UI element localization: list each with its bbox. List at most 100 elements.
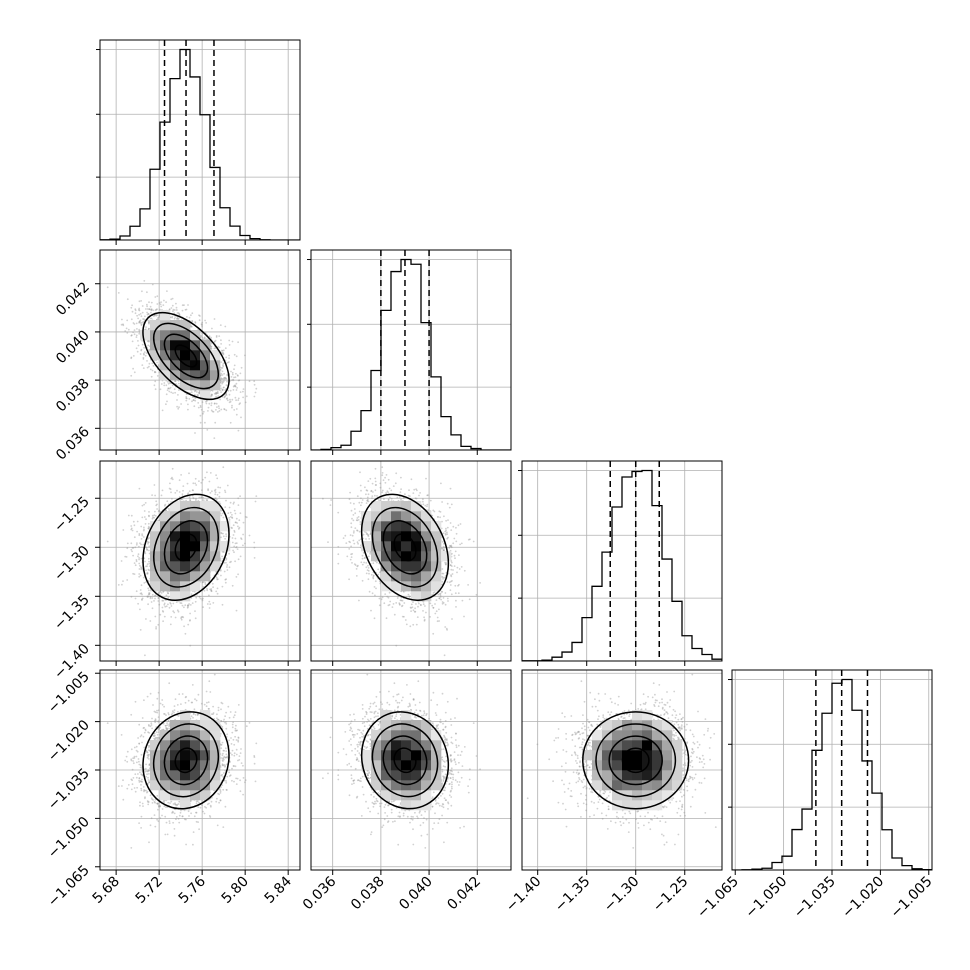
sample-point xyxy=(174,380,176,383)
sample-point xyxy=(222,353,225,356)
sample-point xyxy=(138,307,141,310)
sample-point xyxy=(237,504,240,506)
sample-point xyxy=(196,394,199,396)
sample-point xyxy=(183,625,186,628)
sample-point xyxy=(232,389,235,391)
sample-point xyxy=(206,429,209,431)
sample-point xyxy=(201,321,204,324)
sample-point xyxy=(175,306,178,309)
sample-point xyxy=(131,304,134,307)
sample-point xyxy=(212,410,215,413)
sample-point xyxy=(126,547,129,550)
sample-point xyxy=(127,514,130,517)
sample-point xyxy=(223,408,226,411)
sample-point xyxy=(255,495,258,497)
sample-point xyxy=(153,384,156,387)
sample-point xyxy=(194,397,197,400)
panel-content xyxy=(106,280,258,439)
sample-point xyxy=(131,550,134,553)
sample-point xyxy=(231,373,234,376)
sample-point xyxy=(141,290,143,293)
sample-point xyxy=(139,319,142,322)
sample-point xyxy=(213,347,216,350)
sample-point xyxy=(163,384,166,387)
sample-point xyxy=(135,347,138,350)
sample-point xyxy=(167,603,169,606)
sample-point xyxy=(177,317,180,320)
sample-point xyxy=(216,392,218,394)
density-cell xyxy=(190,370,201,381)
sample-point xyxy=(146,311,149,314)
sample-point xyxy=(214,421,217,424)
sample-point xyxy=(132,554,135,557)
sample-point xyxy=(226,380,228,383)
sample-point xyxy=(213,489,216,492)
sample-point xyxy=(140,584,143,587)
sample-point xyxy=(225,393,228,396)
sample-point xyxy=(148,589,150,592)
sample-point xyxy=(201,489,203,492)
sample-point xyxy=(235,399,238,402)
sample-point xyxy=(215,570,218,573)
sample-point xyxy=(180,616,183,618)
sample-point xyxy=(139,313,142,315)
sample-point xyxy=(139,321,141,323)
sample-point xyxy=(147,312,150,315)
sample-point xyxy=(150,301,153,304)
sample-point xyxy=(253,546,256,549)
y-tick-label: 0.036 xyxy=(53,424,93,464)
histogram-0 xyxy=(100,48,300,240)
sample-point xyxy=(216,493,219,496)
sample-point xyxy=(231,527,233,529)
sample-point xyxy=(161,489,164,492)
sample-point xyxy=(149,596,152,598)
sample-point xyxy=(225,533,228,535)
sample-point xyxy=(237,528,240,530)
sample-point xyxy=(222,466,225,469)
sample-point xyxy=(225,561,227,564)
sample-point xyxy=(221,349,223,352)
sample-point xyxy=(148,308,151,311)
sample-point xyxy=(146,572,149,575)
sample-point xyxy=(151,597,154,599)
sample-point xyxy=(202,412,204,415)
sample-point xyxy=(138,320,141,323)
sample-point xyxy=(186,604,189,607)
sample-point xyxy=(139,320,141,323)
sample-point xyxy=(138,321,141,324)
density-cell xyxy=(180,320,191,331)
sample-point xyxy=(141,339,144,342)
sample-point xyxy=(132,572,135,575)
sample-point xyxy=(178,385,181,387)
sample-point xyxy=(177,610,180,613)
sample-point xyxy=(146,595,149,598)
sample-point xyxy=(170,605,173,607)
sample-point xyxy=(224,578,227,581)
sample-point xyxy=(168,606,171,609)
sample-point xyxy=(146,548,148,551)
sample-point xyxy=(213,402,216,405)
sample-point xyxy=(160,494,163,497)
sample-point xyxy=(231,340,234,343)
sample-point xyxy=(178,491,181,493)
sample-point xyxy=(138,328,141,331)
sample-point xyxy=(181,304,184,307)
sample-point xyxy=(176,316,179,319)
sample-point xyxy=(202,581,205,584)
sample-point xyxy=(188,490,191,492)
sample-point xyxy=(210,393,213,396)
sample-point xyxy=(144,354,147,357)
sample-point xyxy=(147,525,150,528)
sample-point xyxy=(143,353,145,356)
sample-point xyxy=(237,399,240,401)
sample-point xyxy=(244,354,246,357)
sample-point xyxy=(163,299,165,302)
sample-point xyxy=(137,555,139,558)
sample-point xyxy=(133,329,136,331)
sample-point xyxy=(148,340,150,343)
sample-point xyxy=(166,381,169,383)
sample-point xyxy=(154,515,157,517)
sample-point xyxy=(153,370,156,373)
sample-point xyxy=(190,326,192,328)
